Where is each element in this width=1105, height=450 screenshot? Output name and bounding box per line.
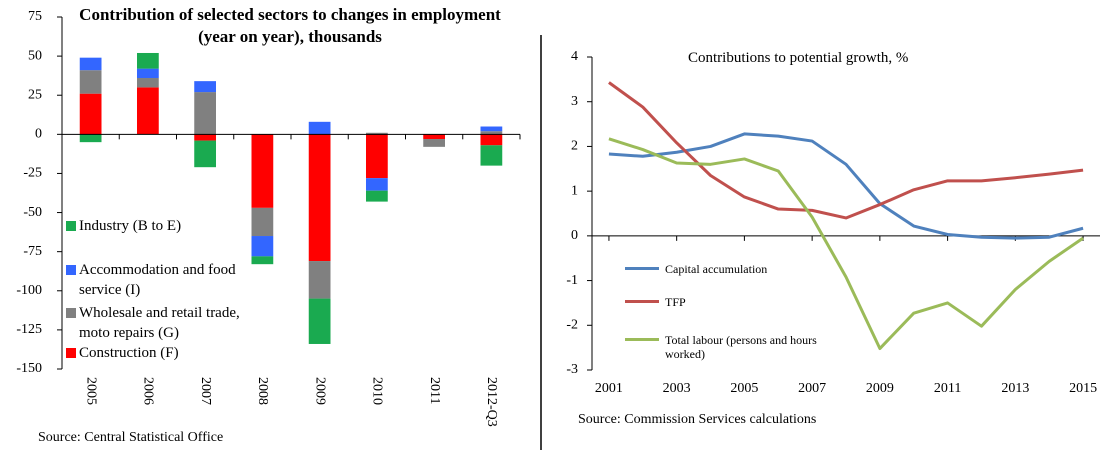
- y-tick-label: 25: [28, 87, 42, 102]
- x-tick-label: 2010: [370, 377, 385, 405]
- bar-segment: [136, 78, 159, 88]
- source: Source: Central Statistical Office: [38, 430, 224, 445]
- bar-segment: [308, 121, 331, 135]
- legend-label: TFP: [665, 295, 686, 309]
- bar-segment: [251, 134, 274, 208]
- legend-swatch: [625, 338, 659, 341]
- legend-item: Accommodation and food service (I): [66, 260, 266, 300]
- y-tick-label: 50: [28, 48, 42, 63]
- legend-swatch: [66, 265, 76, 275]
- x-tick-label: 2012-Q3: [484, 377, 499, 427]
- legend-swatch: [66, 221, 76, 231]
- line-series: [608, 132, 1084, 240]
- legend-swatch: [66, 308, 76, 318]
- bar-segment: [480, 145, 503, 166]
- bar-segment: [251, 207, 274, 237]
- x-tick-label: 2008: [255, 377, 270, 405]
- bar-segment: [365, 134, 388, 179]
- line-series: [608, 81, 1084, 220]
- bar-segment: [308, 298, 331, 344]
- bar-segment: [136, 68, 159, 79]
- y-tick-label: 2: [571, 139, 578, 154]
- legend-label: Accommodation and food service (I): [79, 262, 236, 298]
- x-tick-label: 2009: [312, 377, 327, 405]
- y-tick-label: 0: [571, 228, 578, 243]
- x-tick-label: 2006: [141, 377, 156, 405]
- bar-segment: [480, 131, 503, 135]
- y-tick-label: -150: [16, 361, 42, 376]
- bar-segment: [194, 81, 217, 93]
- legend-label: Construction (F): [79, 345, 179, 361]
- bar-segment: [480, 134, 503, 146]
- x-tick-label: 2001: [595, 381, 623, 396]
- y-tick-label: 4: [571, 49, 578, 64]
- y-tick-label: 3: [571, 94, 578, 109]
- x-tick-label: 2011: [934, 381, 961, 396]
- y-tick-label: -125: [16, 322, 42, 337]
- x-tick-label: 2011: [427, 377, 442, 404]
- bar-segment: [194, 140, 217, 168]
- bar-segment: [251, 236, 274, 257]
- chart-title: Contributions to potential growth, %: [688, 50, 909, 66]
- legend-swatch: [625, 267, 659, 270]
- bar-segment: [423, 139, 446, 147]
- bar-segment: [79, 93, 102, 135]
- y-tick-label: -25: [23, 166, 42, 181]
- bar-segment: [480, 126, 503, 132]
- y-tick-label: -3: [566, 362, 578, 377]
- y-tick-label: -100: [16, 283, 42, 298]
- legend-item: Capital accumulation: [625, 262, 855, 276]
- legend-label: Total labour (persons and hours worked): [665, 333, 817, 361]
- legend-item: Total labour (persons and hours worked): [625, 333, 855, 361]
- chart-title: Contribution of selected sectors to chan…: [79, 5, 501, 46]
- bar-segment: [194, 92, 217, 135]
- legend-swatch: [66, 348, 76, 358]
- legend-label: Wholesale and retail trade, moto repairs…: [79, 305, 240, 341]
- legend-label: Capital accumulation: [665, 262, 768, 276]
- x-tick-label: 2003: [663, 381, 691, 396]
- y-tick-label: 1: [571, 183, 578, 198]
- bar-segment: [365, 132, 388, 135]
- legend-item: Wholesale and retail trade, moto repairs…: [66, 303, 266, 343]
- bar-segment: [251, 256, 274, 265]
- x-tick-label: 2007: [798, 381, 826, 396]
- legend-label: Industry (B to E): [79, 218, 182, 234]
- x-tick-label: 2007: [198, 377, 213, 405]
- legend-swatch: [625, 300, 659, 303]
- line-series: [608, 137, 1084, 351]
- bar-segment: [136, 52, 159, 69]
- x-tick-label: 2015: [1069, 381, 1097, 396]
- y-tick-label: 0: [35, 127, 42, 142]
- bar-segment: [136, 87, 159, 135]
- y-tick-label: -2: [566, 318, 578, 333]
- y-tick-label: -75: [23, 244, 42, 259]
- legend-item: TFP: [625, 295, 855, 309]
- bar-segment: [194, 134, 217, 141]
- bar-segment: [308, 134, 331, 262]
- legend-item: Construction (F): [66, 343, 266, 363]
- x-tick-label: 2005: [83, 377, 98, 405]
- bar-segment: [308, 261, 331, 299]
- y-tick-label: -1: [566, 273, 578, 288]
- bar-segment: [365, 190, 388, 202]
- bar-segment: [365, 178, 388, 191]
- x-tick-label: 2013: [1001, 381, 1029, 396]
- bar-segment: [79, 70, 102, 94]
- x-tick-label: 2009: [866, 381, 894, 396]
- bar-segment: [79, 57, 102, 71]
- bar-segment: [79, 134, 102, 143]
- y-tick-label: -50: [23, 205, 42, 220]
- legend-item: Industry (B to E): [66, 216, 266, 236]
- x-tick-label: 2005: [730, 381, 758, 396]
- source: Source: Commission Services calculations: [578, 412, 817, 427]
- y-tick-label: 75: [28, 9, 42, 24]
- bar-segment: [423, 134, 446, 140]
